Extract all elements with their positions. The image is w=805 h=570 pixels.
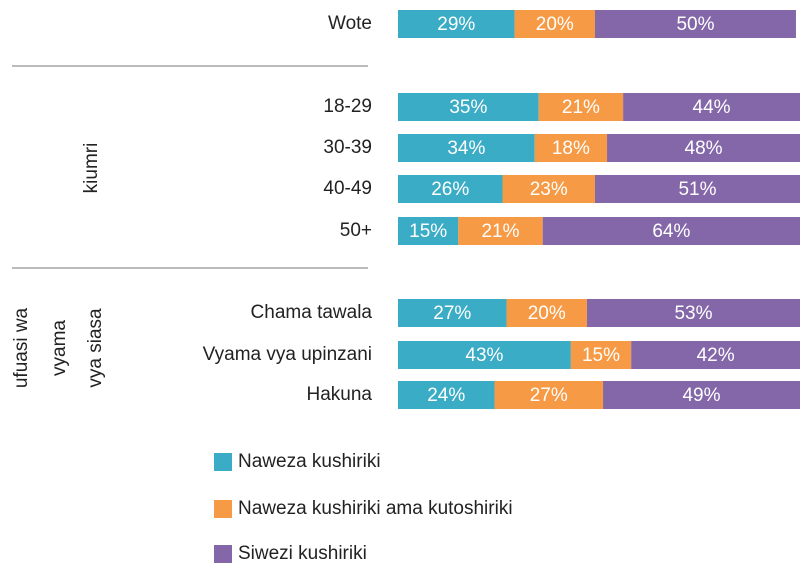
value-label: 21% [481, 221, 519, 242]
bar-segment [458, 217, 543, 245]
category-label: Wote [328, 13, 372, 34]
value-label: 50% [676, 14, 714, 35]
bar-segment [398, 10, 515, 38]
bar-segment [570, 341, 632, 369]
bar-segment [398, 134, 535, 162]
bar-segment [398, 93, 539, 121]
value-label: 49% [682, 385, 720, 406]
group-label: ufuasi wa [11, 307, 32, 388]
value-label: 44% [693, 97, 731, 118]
category-label: Vyama vya upinzani [203, 344, 372, 365]
group-label: vya siasa [85, 308, 106, 388]
value-label: 27% [433, 303, 471, 324]
legend-label: Naweza kushiriki [238, 451, 381, 472]
bar-segment [594, 10, 796, 38]
bar-segment [534, 134, 608, 162]
bar-segment [607, 134, 800, 162]
value-label: 24% [427, 385, 465, 406]
group-label: kiumri [81, 143, 102, 194]
bar-segment [623, 93, 800, 121]
value-label: 27% [530, 385, 568, 406]
value-label: 20% [536, 14, 574, 35]
category-label: 30-39 [323, 137, 372, 158]
category-label: Chama tawala [251, 302, 373, 323]
value-label: 51% [678, 179, 716, 200]
value-label: 21% [562, 97, 600, 118]
bar-segment [398, 217, 459, 245]
value-label: 23% [530, 179, 568, 200]
bar-segment [603, 381, 800, 409]
bar-segment [398, 299, 507, 327]
value-label: 29% [437, 14, 475, 35]
value-label: 42% [697, 345, 735, 366]
bar-segment [514, 10, 595, 38]
group-label: vyama [49, 320, 70, 376]
category-label: 18-29 [323, 96, 372, 117]
value-label: 48% [685, 138, 723, 159]
bar-segment [631, 341, 800, 369]
value-label: 35% [449, 97, 487, 118]
value-label: 18% [552, 138, 590, 159]
legend-swatch [214, 453, 232, 471]
bar-segment [586, 299, 800, 327]
category-label: 50+ [340, 220, 372, 241]
bar-segment [398, 341, 571, 369]
legend-label: Siwezi kushiriki [238, 543, 367, 564]
bar-segment [398, 381, 495, 409]
value-label: 20% [528, 303, 566, 324]
bar-segment [594, 175, 800, 203]
bar-segment [506, 299, 587, 327]
value-label: 15% [409, 221, 447, 242]
value-label: 43% [465, 345, 503, 366]
bar-segment [502, 175, 595, 203]
value-label: 53% [674, 303, 712, 324]
category-label: 40-49 [323, 178, 372, 199]
value-label: 34% [447, 138, 485, 159]
bar-segment [494, 381, 604, 409]
value-label: 26% [431, 179, 469, 200]
category-label: Hakuna [307, 384, 373, 405]
value-label: 64% [652, 221, 690, 242]
bar-segment [398, 175, 503, 203]
bar-segment [542, 217, 800, 245]
legend-label: Naweza kushiriki ama kutoshiriki [238, 498, 513, 519]
bar-segment [538, 93, 624, 121]
legend-swatch [214, 500, 232, 518]
value-label: 15% [582, 345, 620, 366]
legend-swatch [214, 545, 232, 563]
